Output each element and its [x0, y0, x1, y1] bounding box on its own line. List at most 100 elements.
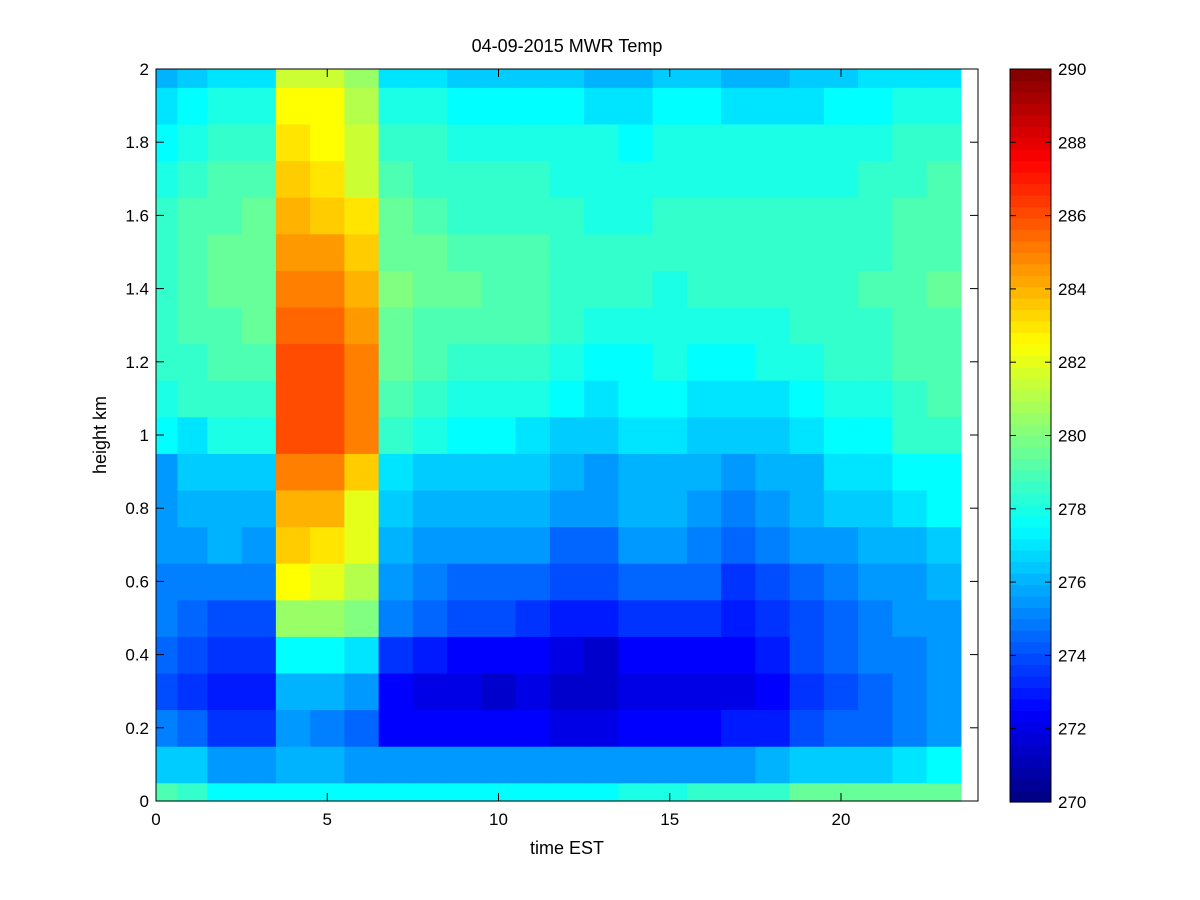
heatmap-cell: [310, 306, 345, 345]
heatmap-cell: [755, 782, 791, 802]
heatmap-cell: [858, 636, 893, 674]
heatmap-cell: [378, 306, 414, 345]
heatmap-cell: [241, 599, 277, 637]
heatmap-cell: [378, 87, 414, 125]
heatmap-cells: [156, 69, 962, 802]
heatmap-cell: [926, 380, 962, 418]
heatmap-cell: [549, 380, 585, 418]
heatmap-cell: [926, 343, 962, 381]
heatmap-cell: [892, 453, 928, 491]
heatmap-cell: [686, 416, 722, 454]
heatmap-cell: [892, 672, 928, 711]
heatmap-cell: [721, 709, 756, 747]
heatmap-cell: [156, 380, 179, 418]
heatmap-cell: [310, 270, 345, 308]
heatmap-cell: [344, 233, 380, 271]
heatmap-cell: [823, 123, 859, 162]
heatmap-cell: [207, 709, 243, 747]
x-tick-label: 15: [660, 810, 679, 829]
heatmap-cell: [275, 636, 311, 674]
heatmap-cell: [686, 306, 722, 345]
colorbar-swatch: [1010, 103, 1051, 116]
colorbar-tick-label: 274: [1058, 646, 1086, 665]
heatmap-cell: [823, 746, 859, 784]
x-tick-label: 20: [832, 810, 851, 829]
heatmap-cell: [823, 416, 859, 454]
heatmap-cell: [721, 636, 756, 674]
heatmap-cell: [275, 782, 311, 802]
heatmap-cell: [481, 270, 517, 308]
heatmap-cell: [652, 160, 688, 198]
heatmap-cell: [310, 672, 345, 711]
heatmap-cell: [241, 563, 277, 601]
heatmap-cell: [823, 306, 859, 345]
heatmap-cell: [789, 672, 825, 711]
heatmap-cell: [412, 197, 448, 235]
heatmap-cell: [207, 197, 243, 235]
heatmap-cell: [241, 416, 277, 454]
heatmap-cell: [241, 197, 277, 235]
heatmap-cell: [584, 270, 619, 308]
y-tick-label: 0.8: [125, 499, 149, 518]
heatmap-cell: [618, 416, 654, 454]
heatmap-cell: [344, 709, 380, 747]
heatmap-cell: [515, 233, 551, 271]
colorbar-swatch: [1010, 572, 1051, 585]
heatmap-cell: [549, 563, 585, 601]
heatmap-cell: [686, 160, 722, 198]
heatmap-cell: [549, 160, 585, 198]
heatmap-cell: [789, 636, 825, 674]
y-tick-label: 0.6: [125, 572, 149, 591]
heatmap-cell: [241, 233, 277, 271]
heatmap-cell: [275, 489, 311, 528]
heatmap-cell: [686, 746, 722, 784]
heatmap-cell: [156, 746, 179, 784]
heatmap-cell: [858, 599, 893, 637]
heatmap-cell: [378, 197, 414, 235]
heatmap-cell: [481, 197, 517, 235]
colorbar-swatch: [1010, 481, 1051, 494]
colorbar-tick-label: 286: [1058, 207, 1086, 226]
colorbar-swatch: [1010, 332, 1051, 345]
heatmap-cell: [858, 343, 893, 381]
colorbar-swatch: [1010, 550, 1051, 563]
heatmap-cell: [310, 563, 345, 601]
heatmap-cell: [892, 489, 928, 528]
heatmap-cell: [412, 343, 448, 381]
heatmap-cell: [686, 270, 722, 308]
colorbar-swatch: [1010, 91, 1051, 104]
colorbar-swatch: [1010, 80, 1051, 93]
heatmap-cell: [156, 599, 179, 637]
heatmap-cell: [652, 233, 688, 271]
heatmap-cell: [823, 270, 859, 308]
colorbar-swatch: [1010, 275, 1051, 288]
heatmap-cell: [156, 672, 179, 711]
heatmap-cell: [823, 636, 859, 674]
heatmap-cell: [755, 416, 791, 454]
heatmap-cell: [858, 270, 893, 308]
heatmap-cell: [549, 197, 585, 235]
heatmap-cell: [344, 599, 380, 637]
heatmap-cell: [156, 87, 179, 125]
colorbar-swatch: [1010, 790, 1051, 803]
heatmap-cell: [156, 416, 179, 454]
heatmap-cell: [823, 453, 859, 491]
colorbar-tick-label: 272: [1058, 720, 1086, 739]
heatmap-cell: [789, 233, 825, 271]
heatmap-cell: [686, 672, 722, 711]
heatmap-cell: [549, 123, 585, 162]
heatmap-cell: [275, 416, 311, 454]
heatmap-cell: [447, 782, 482, 802]
heatmap-cell: [652, 453, 688, 491]
heatmap-cell: [156, 270, 179, 308]
heatmap-cell: [412, 160, 448, 198]
colorbar-tick-label: 280: [1058, 427, 1086, 446]
heatmap-cell: [721, 380, 756, 418]
heatmap-cell: [241, 306, 277, 345]
heatmap-cell: [378, 489, 414, 528]
heatmap-cell: [241, 636, 277, 674]
heatmap-cell: [156, 233, 179, 271]
heatmap-cell: [549, 489, 585, 528]
heatmap-cell: [412, 380, 448, 418]
heatmap-cell: [686, 197, 722, 235]
